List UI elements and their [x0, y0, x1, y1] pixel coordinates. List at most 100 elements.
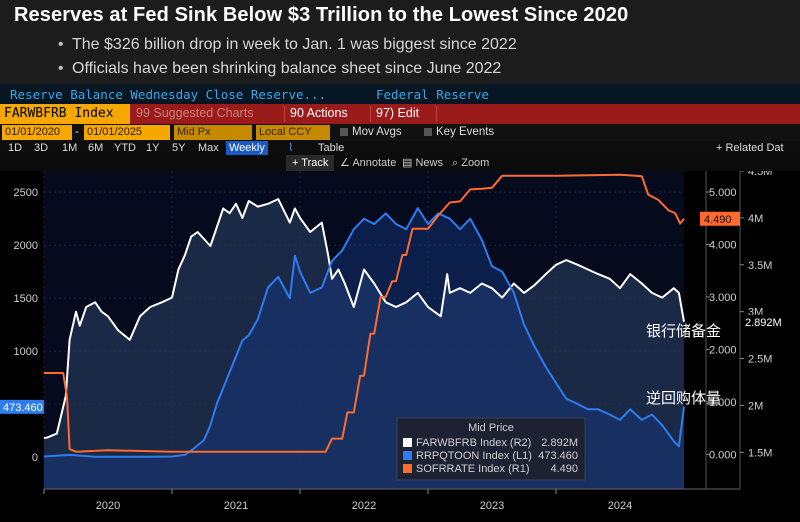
last-value-text: 473.460	[3, 402, 43, 414]
date-separator: -	[75, 126, 79, 138]
chart-legend: Mid Price FARWBFRB Index (R2) 2.892M RRPQT…	[396, 417, 586, 481]
r2-tick-label: 4M	[748, 213, 763, 225]
security-description-bar: Reserve Balance Wednesday Close Reserve.…	[0, 84, 800, 104]
range-6m[interactable]: 6M	[88, 142, 104, 154]
actions-menu[interactable]: 90 Actions	[290, 106, 348, 120]
legend-entries: FARWBFRB Index (R2) 2.892M RRPQTOON Index …	[403, 437, 578, 475]
legend-series-name: FARWBFRB Index (R2)	[416, 437, 531, 449]
range-5y[interactable]: 5Y	[172, 142, 186, 154]
last-value-text: 4.490	[704, 214, 732, 226]
x-tick-label: 2023	[480, 500, 504, 512]
end-date-field[interactable]: 01/01/2025	[84, 125, 170, 140]
range-ytd[interactable]: YTD	[114, 142, 136, 154]
crosshair-icon: +	[292, 157, 302, 169]
r1-tick-label: 5.000	[709, 187, 737, 199]
left-tick-label: 2500	[14, 187, 38, 199]
zoom-label: Zoom	[461, 157, 490, 169]
legend-swatch	[403, 451, 412, 460]
news-tool[interactable]: ▤ News	[402, 155, 443, 171]
legend-series-name: SOFRRATE Index (R1)	[416, 463, 530, 475]
series-lines	[43, 173, 685, 458]
security-description: Reserve Balance Wednesday Close Reserve.…	[10, 87, 327, 102]
table-button[interactable]: Table	[318, 142, 345, 154]
r1-tick-label: 1.000	[709, 397, 737, 409]
series-line	[43, 207, 685, 458]
period-select[interactable]: Weekly	[226, 141, 268, 155]
r2-tick-label: 1.5M	[748, 447, 772, 459]
legend-title: Mid Price	[468, 422, 514, 434]
bullet-text: Officials have been shrinking balance sh…	[72, 60, 502, 77]
currency-select[interactable]: Local CCY	[256, 125, 330, 140]
track-tool[interactable]: + Track	[286, 155, 335, 171]
legend-series-value: 473.460	[538, 450, 578, 462]
chart-tools-bar: + Track ∠ Annotate ▤ News ⌕ Zoom	[0, 155, 800, 171]
last-value-tag	[700, 211, 740, 226]
start-date-field[interactable]: 01/01/2020	[2, 125, 72, 140]
range-1m[interactable]: 1M	[62, 142, 78, 154]
last-value-tags: 4.490 2.892M 473.460	[0, 211, 782, 414]
left-tick-label: 0	[32, 452, 38, 464]
bullet-text: The $326 billion drop in week to Jan. 1 …	[72, 36, 517, 53]
left-tick-label: 1000	[14, 346, 38, 358]
suggested-charts-menu[interactable]: 99 Suggested Charts	[136, 106, 254, 120]
x-tick-label: 2021	[224, 500, 248, 512]
r1-tick-label: 0.000	[709, 449, 737, 461]
pencil-icon: ∠	[340, 157, 353, 169]
divider	[436, 106, 437, 122]
range-3d[interactable]: 3D	[34, 142, 49, 154]
legend-series-name: RRPQTOON Index (L1)	[416, 450, 532, 462]
left-tick-label: 2000	[14, 240, 38, 252]
last-value-text: 2.892M	[745, 317, 782, 329]
r2-tick-label: 2.5M	[748, 354, 772, 366]
divider	[284, 106, 285, 122]
range-1d[interactable]: 1D	[8, 142, 23, 154]
price-field-select[interactable]: Mid Px	[174, 125, 252, 140]
x-tick-label: 2022	[352, 500, 376, 512]
mov-avgs-toggle[interactable]: Mov Avgs	[340, 126, 402, 138]
chart-type-icon[interactable]: ⌇	[288, 142, 294, 154]
key-events-toggle[interactable]: Key Events	[424, 126, 494, 138]
bullet-point: • Officials have been shrinking balance s…	[58, 60, 502, 77]
line-chart: 0500100015002000250020202021202220232024…	[0, 171, 800, 522]
annotate-label: Annotate	[352, 157, 397, 169]
checkbox-icon	[424, 127, 432, 136]
r1-tick-label: 3.000	[709, 292, 737, 304]
ticker-field[interactable]: FARWBFRB Index	[0, 104, 130, 124]
series-area	[44, 199, 684, 489]
bullet-point: • The $326 billion drop in week to Jan. 1…	[58, 36, 517, 53]
left-tick-label: 1500	[14, 293, 38, 305]
annotate-tool[interactable]: ∠ Annotate	[340, 155, 396, 171]
mov-avgs-label: Mov Avgs	[352, 126, 402, 138]
range-1y[interactable]: 1Y	[146, 142, 160, 154]
news-icon: ▤	[402, 157, 416, 169]
magnifier-icon: ⌕	[452, 157, 462, 169]
related-data-button[interactable]: + Related Dat	[716, 142, 784, 154]
range-bar: 1D 3D 1M 6M YTD 1Y 5Y Max Weekly ⌇ Table…	[0, 141, 800, 155]
command-bar: FARWBFRB Index 99 Suggested Charts 90 Ac…	[0, 104, 800, 124]
x-tick-label: 2020	[96, 500, 120, 512]
last-value-tag	[742, 314, 782, 329]
legend-series-value: 2.892M	[541, 437, 578, 449]
legend-series-value: 4.490	[550, 463, 578, 475]
key-events-label: Key Events	[436, 126, 495, 138]
options-bar: 01/01/2020 - 01/01/2025 Mid Px Local CCY…	[0, 124, 800, 141]
edit-menu[interactable]: 97) Edit	[376, 106, 420, 120]
r1-tick-label: 2.000	[709, 344, 737, 356]
page-title: Reserves at Fed Sink Below $3 Trillion t…	[14, 4, 629, 26]
track-label: Track	[301, 157, 329, 169]
range-max[interactable]: Max	[198, 142, 219, 154]
last-value-tag	[0, 399, 44, 414]
r2-tick-label: 3.5M	[748, 260, 772, 272]
x-tick-label: 2024	[608, 500, 632, 512]
r2-tick-label: 2M	[748, 400, 763, 412]
reserves-annotation: 银行储备金	[646, 322, 721, 340]
rrp-annotation: 逆回购体量	[646, 389, 721, 407]
r2-tick-label: 4.5M	[748, 171, 772, 178]
series-line	[43, 198, 685, 440]
article-header: Reserves at Fed Sink Below $3 Trillion t…	[0, 0, 800, 84]
r1-tick-label: 4.000	[709, 239, 737, 251]
data-source: Federal Reserve	[376, 87, 489, 102]
legend-box	[396, 417, 586, 481]
news-label: News	[415, 157, 443, 169]
zoom-tool[interactable]: ⌕ Zoom	[452, 155, 489, 171]
